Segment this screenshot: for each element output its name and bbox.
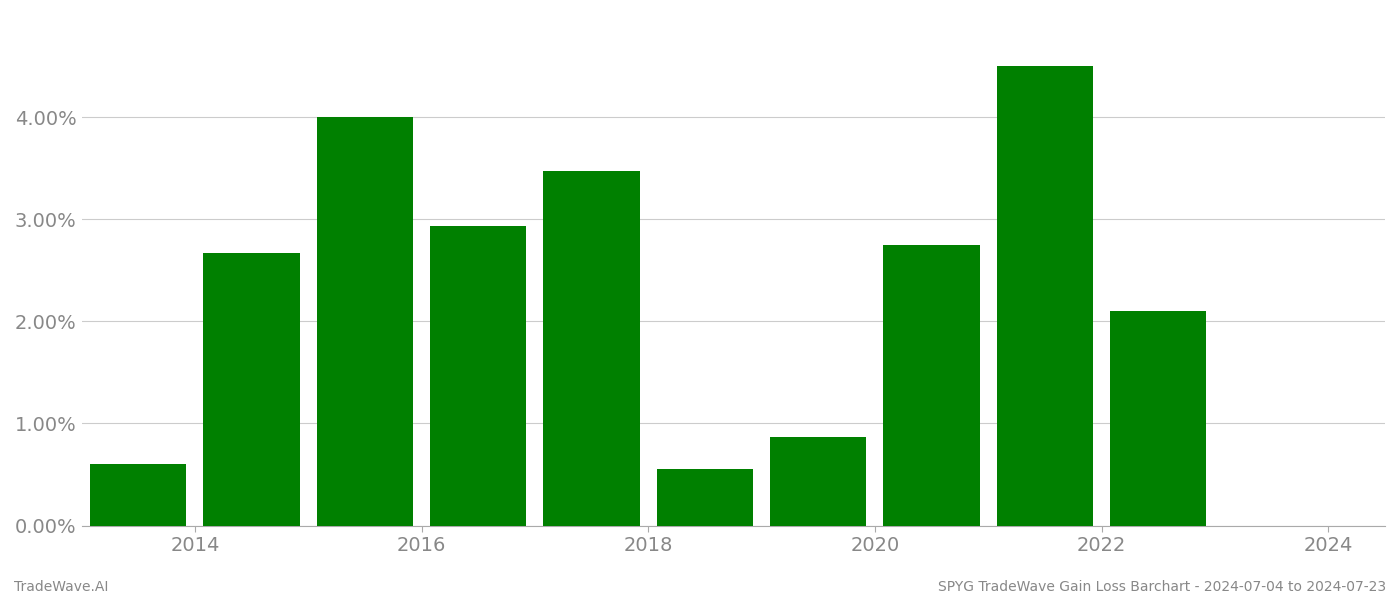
Bar bbox=[203, 253, 300, 526]
Bar bbox=[90, 464, 186, 526]
Bar bbox=[997, 66, 1093, 526]
Bar bbox=[316, 117, 413, 526]
Bar bbox=[430, 226, 526, 526]
Bar bbox=[657, 469, 753, 526]
Bar bbox=[543, 171, 640, 526]
Text: TradeWave.AI: TradeWave.AI bbox=[14, 580, 108, 594]
Text: SPYG TradeWave Gain Loss Barchart - 2024-07-04 to 2024-07-23: SPYG TradeWave Gain Loss Barchart - 2024… bbox=[938, 580, 1386, 594]
Bar bbox=[883, 245, 980, 526]
Bar bbox=[1110, 311, 1207, 526]
Bar bbox=[770, 437, 867, 526]
